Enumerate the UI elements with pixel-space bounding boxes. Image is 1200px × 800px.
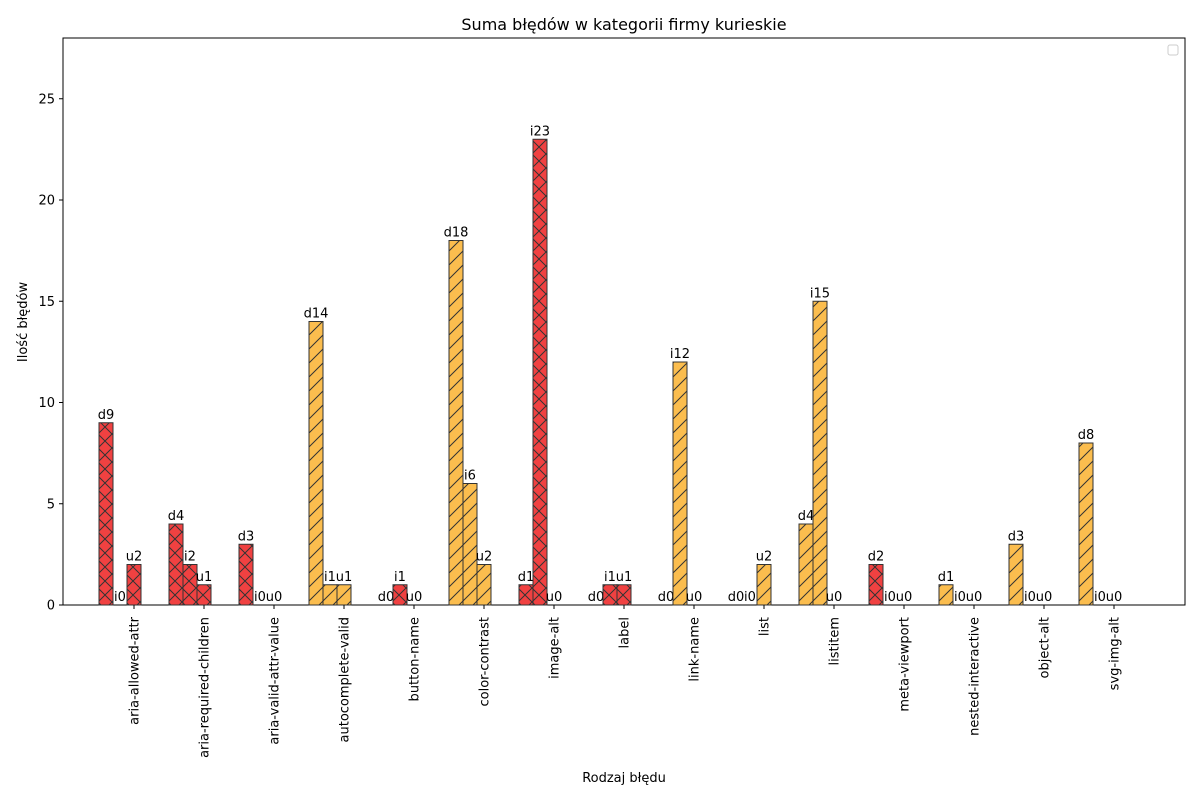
bar-hatch — [449, 240, 463, 605]
data-label: d8 — [1078, 428, 1095, 443]
bar-hatch — [519, 584, 533, 605]
data-label: d0 — [378, 590, 395, 605]
data-label: u0 — [686, 590, 703, 605]
plot-frame — [62, 37, 1186, 606]
bar-hatch — [757, 564, 771, 605]
data-label: u0 — [1036, 590, 1053, 605]
data-label: u0 — [546, 590, 563, 605]
x-tick-label: autocomplete-valid — [338, 617, 353, 742]
data-label: d1 — [518, 570, 535, 585]
bar-hatch — [309, 321, 323, 605]
y-tick-label: 0 — [47, 599, 55, 614]
bar-hatch — [799, 524, 813, 605]
data-label: i0 — [1094, 590, 1106, 605]
data-label: u0 — [826, 590, 843, 605]
data-label: u1 — [196, 570, 213, 585]
data-label: u2 — [126, 550, 143, 565]
data-label: u0 — [406, 590, 423, 605]
y-tick-label: 15 — [38, 295, 55, 310]
y-tick-label: 5 — [47, 497, 55, 512]
data-label: u2 — [476, 550, 493, 565]
data-label: d3 — [1008, 529, 1025, 544]
x-tick-label: button-name — [408, 617, 423, 701]
data-label: i2 — [184, 550, 196, 565]
bar-hatch — [127, 564, 141, 605]
data-label: d2 — [868, 550, 885, 565]
data-label: d0 — [588, 590, 605, 605]
data-label: u0 — [1106, 590, 1123, 605]
data-label: d1 — [938, 570, 955, 585]
x-tick-label: list — [758, 617, 773, 636]
data-label: u0 — [896, 590, 913, 605]
bar-hatch — [323, 584, 337, 605]
x-tick-label: aria-required-children — [198, 617, 213, 758]
legend-box — [1167, 44, 1179, 56]
data-label: d14 — [304, 307, 329, 322]
y-tick-label: 10 — [38, 396, 55, 411]
x-tick-label: image-alt — [548, 617, 563, 679]
data-label: i0 — [1024, 590, 1036, 605]
x-tick-label: svg-img-alt — [1108, 617, 1123, 690]
data-label: u1 — [336, 570, 353, 585]
bar-hatch — [869, 564, 883, 605]
bar-hatch — [337, 584, 351, 605]
data-label: i0 — [254, 590, 266, 605]
data-label: i23 — [530, 124, 550, 139]
x-tick-label: nested-interactive — [968, 617, 983, 736]
data-label: i15 — [810, 286, 830, 301]
bar-hatch — [673, 362, 687, 605]
data-label: i0 — [884, 590, 896, 605]
bar-hatch — [99, 422, 113, 605]
data-label: i1 — [604, 570, 616, 585]
data-label: i0 — [114, 590, 126, 605]
bar-hatch — [183, 564, 197, 605]
bar-hatch — [239, 544, 253, 605]
data-label: i1 — [394, 570, 406, 585]
x-axis-label: Rodzaj błędu — [582, 771, 666, 786]
data-label: i0 — [744, 590, 756, 605]
data-label: d3 — [238, 529, 255, 544]
data-label: i6 — [464, 469, 476, 484]
y-tick-label: 20 — [38, 194, 55, 209]
data-label: d0 — [658, 590, 675, 605]
data-label: i0 — [954, 590, 966, 605]
bar-hatch — [533, 139, 547, 605]
bar-hatch — [603, 584, 617, 605]
bar-hatch — [1079, 443, 1093, 605]
x-tick-label: color-contrast — [478, 617, 493, 707]
data-label: u0 — [266, 590, 283, 605]
chart-title: Suma błędów w kategorii firmy kurieskie — [461, 15, 786, 34]
data-label: i12 — [670, 347, 690, 362]
x-tick-label: listitem — [828, 617, 843, 665]
data-label: d9 — [98, 408, 115, 423]
y-axis-label: Ilość błędów — [16, 282, 31, 363]
x-tick-label: aria-allowed-attr — [128, 616, 143, 724]
y-tick-label: 25 — [38, 92, 55, 107]
bar-hatch — [1009, 544, 1023, 605]
bar-hatch — [813, 301, 827, 605]
x-tick-label: link-name — [688, 617, 703, 682]
bar-hatch — [463, 483, 477, 605]
x-tick-label: meta-viewport — [898, 617, 913, 712]
bar-hatch — [169, 524, 183, 605]
bar-hatch — [477, 564, 491, 605]
data-label: d0 — [728, 590, 745, 605]
data-label: i1 — [324, 570, 336, 585]
data-label: u2 — [756, 550, 773, 565]
bar-hatch — [939, 584, 953, 605]
bar-hatch — [393, 584, 407, 605]
bar-hatch — [617, 584, 631, 605]
data-label: u1 — [616, 570, 633, 585]
data-label: d4 — [798, 509, 815, 524]
x-tick-label: object-alt — [1038, 617, 1053, 678]
bar-hatch — [197, 584, 211, 605]
data-label: d4 — [168, 509, 185, 524]
data-label: d18 — [444, 226, 469, 241]
data-label: u0 — [966, 590, 983, 605]
x-tick-label: aria-valid-attr-value — [268, 617, 283, 745]
x-tick-label: label — [618, 617, 633, 648]
